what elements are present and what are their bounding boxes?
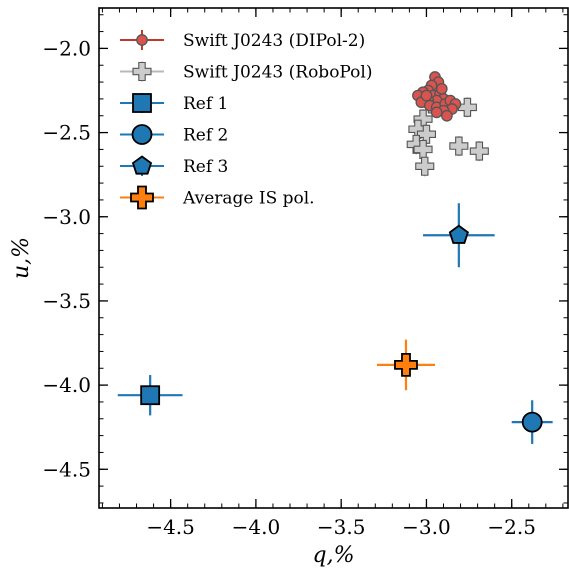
data-point: [435, 82, 448, 95]
ticks-layer: [99, 8, 568, 508]
markers-layer: [140, 71, 543, 433]
x-tick-label: −4.5: [146, 515, 195, 539]
legend-label: Average IS pol.: [182, 189, 315, 209]
legend: Swift J0243 (DIPol-2) Swift J0243 (RoboPo…: [120, 30, 372, 210]
tick-labels-layer: −4.5 −4.0 −3.5 −3.0 −2.5 −2.0 −2.5 −3.0 −3.5 −4.0…: [42, 36, 536, 539]
legend-label: Swift J0243 (RoboPol): [183, 63, 372, 83]
legend-label: Ref 3: [183, 157, 228, 177]
legend-marker: [131, 124, 153, 145]
x-axis-label: q,%: [313, 543, 355, 568]
data-point: [394, 353, 418, 377]
data-point: [430, 106, 443, 119]
y-tick-label: −3.5: [42, 289, 91, 313]
legend-marker: [136, 34, 148, 46]
data-point: [448, 224, 469, 244]
legend-marker: [132, 61, 152, 82]
data-point: [521, 411, 543, 433]
data-point: [441, 109, 453, 122]
legend-marker: [132, 93, 152, 113]
legend-label: Ref 2: [183, 126, 228, 146]
data-point: [416, 124, 436, 144]
legend-marker: [130, 185, 154, 210]
data-point: [408, 119, 428, 139]
y-tick-label: −4.5: [42, 457, 91, 481]
y-tick-label: −2.0: [42, 36, 91, 60]
data-point: [469, 141, 489, 161]
legend-label: Ref 1: [183, 94, 228, 114]
legend-marker: [131, 155, 153, 175]
legend-label: Swift J0243 (DIPol-2): [183, 31, 365, 51]
data-point: [420, 89, 433, 102]
data-point: [140, 385, 161, 406]
x-tick-label: −3.5: [317, 515, 366, 539]
x-tick-label: −3.0: [402, 515, 451, 539]
x-tick-label: −4.0: [232, 515, 281, 539]
y-tick-label: −3.0: [42, 205, 91, 229]
data-point: [449, 136, 469, 156]
y-tick-label: −2.5: [42, 121, 91, 145]
y-axis-label: u,%: [9, 237, 34, 279]
x-tick-label: −2.5: [487, 515, 536, 539]
data-point: [415, 156, 435, 176]
y-tick-label: −4.0: [42, 373, 91, 397]
plot-frame: [98, 7, 569, 509]
